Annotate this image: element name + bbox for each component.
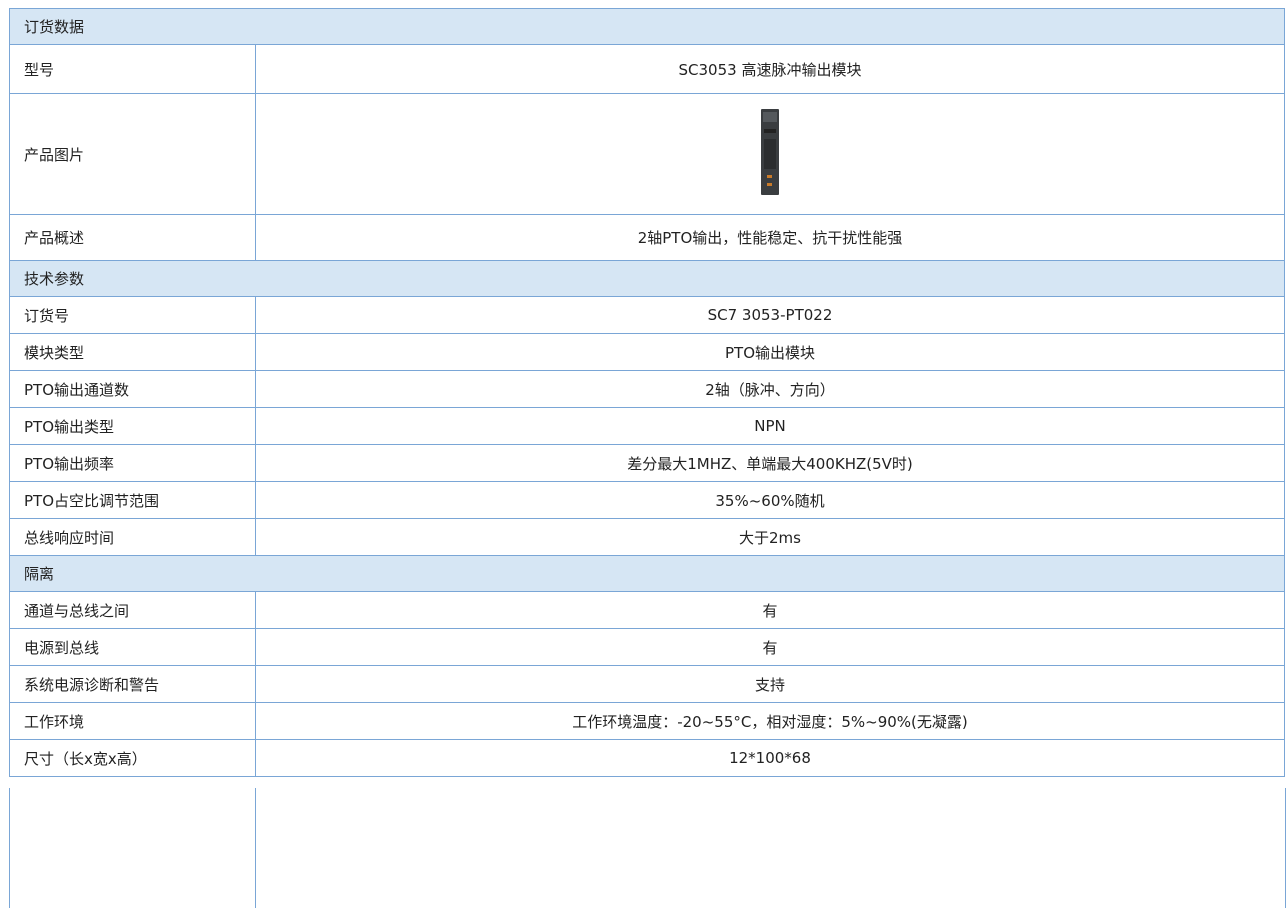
row-label: PTO输出通道数	[9, 370, 256, 408]
row-label: 尺寸（长x宽x高）	[9, 739, 256, 777]
image-cell	[255, 93, 1285, 215]
row-value: SC3053 高速脉冲输出模块	[255, 44, 1285, 94]
data-row: 型号 SC3053 高速脉冲输出模块	[9, 44, 1285, 94]
row-value: 有	[255, 591, 1285, 629]
row-value: 2轴（脉冲、方向）	[255, 370, 1285, 408]
data-row: 通道与总线之间有	[9, 591, 1285, 629]
data-row: 系统电源诊断和警告 支持	[9, 665, 1285, 703]
row-label: 订货号	[9, 296, 256, 334]
border	[255, 788, 256, 908]
row-value: 工作环境温度：-20~55°C，相对湿度：5%~90%(无凝露)	[255, 702, 1285, 740]
data-row: 订货号 SC7 3053-PT022	[9, 296, 1285, 334]
row-value: 有	[255, 628, 1285, 666]
data-row: PTO输出通道数 2轴（脉冲、方向）	[9, 370, 1285, 408]
spec-table: 订货数据 型号 SC3053 高速脉冲输出模块 产品图片 产品概述 2轴PTO输出，性能…	[9, 8, 1285, 777]
section-row: 技术参数	[9, 260, 1285, 297]
row-value: 大于2ms	[255, 518, 1285, 556]
row-value: PTO输出模块	[255, 333, 1285, 371]
border	[1285, 788, 1286, 908]
row-label: PTO输出频率	[9, 444, 256, 482]
product-image	[761, 109, 779, 195]
data-row: 尺寸（长x宽x高） 12*100*68	[9, 739, 1285, 777]
section-title: 隔离	[9, 555, 1285, 592]
row-label: 模块类型	[9, 333, 256, 371]
section-row: 订货数据	[9, 8, 1285, 45]
row-label: 型号	[9, 44, 256, 94]
data-row: 电源到总线有	[9, 628, 1285, 666]
row-value: 12*100*68	[255, 739, 1285, 777]
data-row: PTO输出频率 差分最大1MHZ、单端最大400KHZ(5V时)	[9, 444, 1285, 482]
row-label: 工作环境	[9, 702, 256, 740]
data-row: 产品概述 2轴PTO输出，性能稳定、抗干扰性能强	[9, 214, 1285, 261]
row-label: PTO占空比调节范围	[9, 481, 256, 519]
data-row: 工作环境 工作环境温度：-20~55°C，相对湿度：5%~90%(无凝露)	[9, 702, 1285, 740]
row-label: 通道与总线之间	[9, 591, 256, 629]
row-value: NPN	[255, 407, 1285, 445]
row-label: PTO输出类型	[9, 407, 256, 445]
data-row: 模块类型 PTO输出模块	[9, 333, 1285, 371]
row-label: 产品图片	[9, 93, 256, 215]
row-value: 2轴PTO输出，性能稳定、抗干扰性能强	[255, 214, 1285, 261]
section-title: 技术参数	[9, 260, 1285, 297]
row-label: 系统电源诊断和警告	[9, 665, 256, 703]
data-row: PTO占空比调节范围 35%~60%随机	[9, 481, 1285, 519]
row-label: 电源到总线	[9, 628, 256, 666]
section-row: 隔离	[9, 555, 1285, 592]
border	[9, 788, 10, 908]
row-value: 35%~60%随机	[255, 481, 1285, 519]
row-label: 产品概述	[9, 214, 256, 261]
row-value: 差分最大1MHZ、单端最大400KHZ(5V时)	[255, 444, 1285, 482]
section-title: 订货数据	[9, 8, 1285, 45]
row-label: 总线响应时间	[9, 518, 256, 556]
data-row: PTO输出类型 NPN	[9, 407, 1285, 445]
row-value: 支持	[255, 665, 1285, 703]
data-row: 总线响应时间 大于2ms	[9, 518, 1285, 556]
row-value: SC7 3053-PT022	[255, 296, 1285, 334]
data-row: 产品图片	[9, 93, 1285, 215]
